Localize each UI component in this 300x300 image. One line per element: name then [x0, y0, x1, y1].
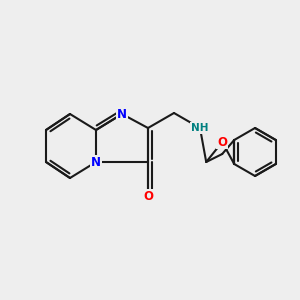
Text: N: N	[91, 155, 101, 169]
Text: NH: NH	[191, 123, 209, 133]
Text: O: O	[217, 136, 227, 148]
Text: N: N	[117, 107, 127, 121]
Text: O: O	[143, 190, 153, 202]
